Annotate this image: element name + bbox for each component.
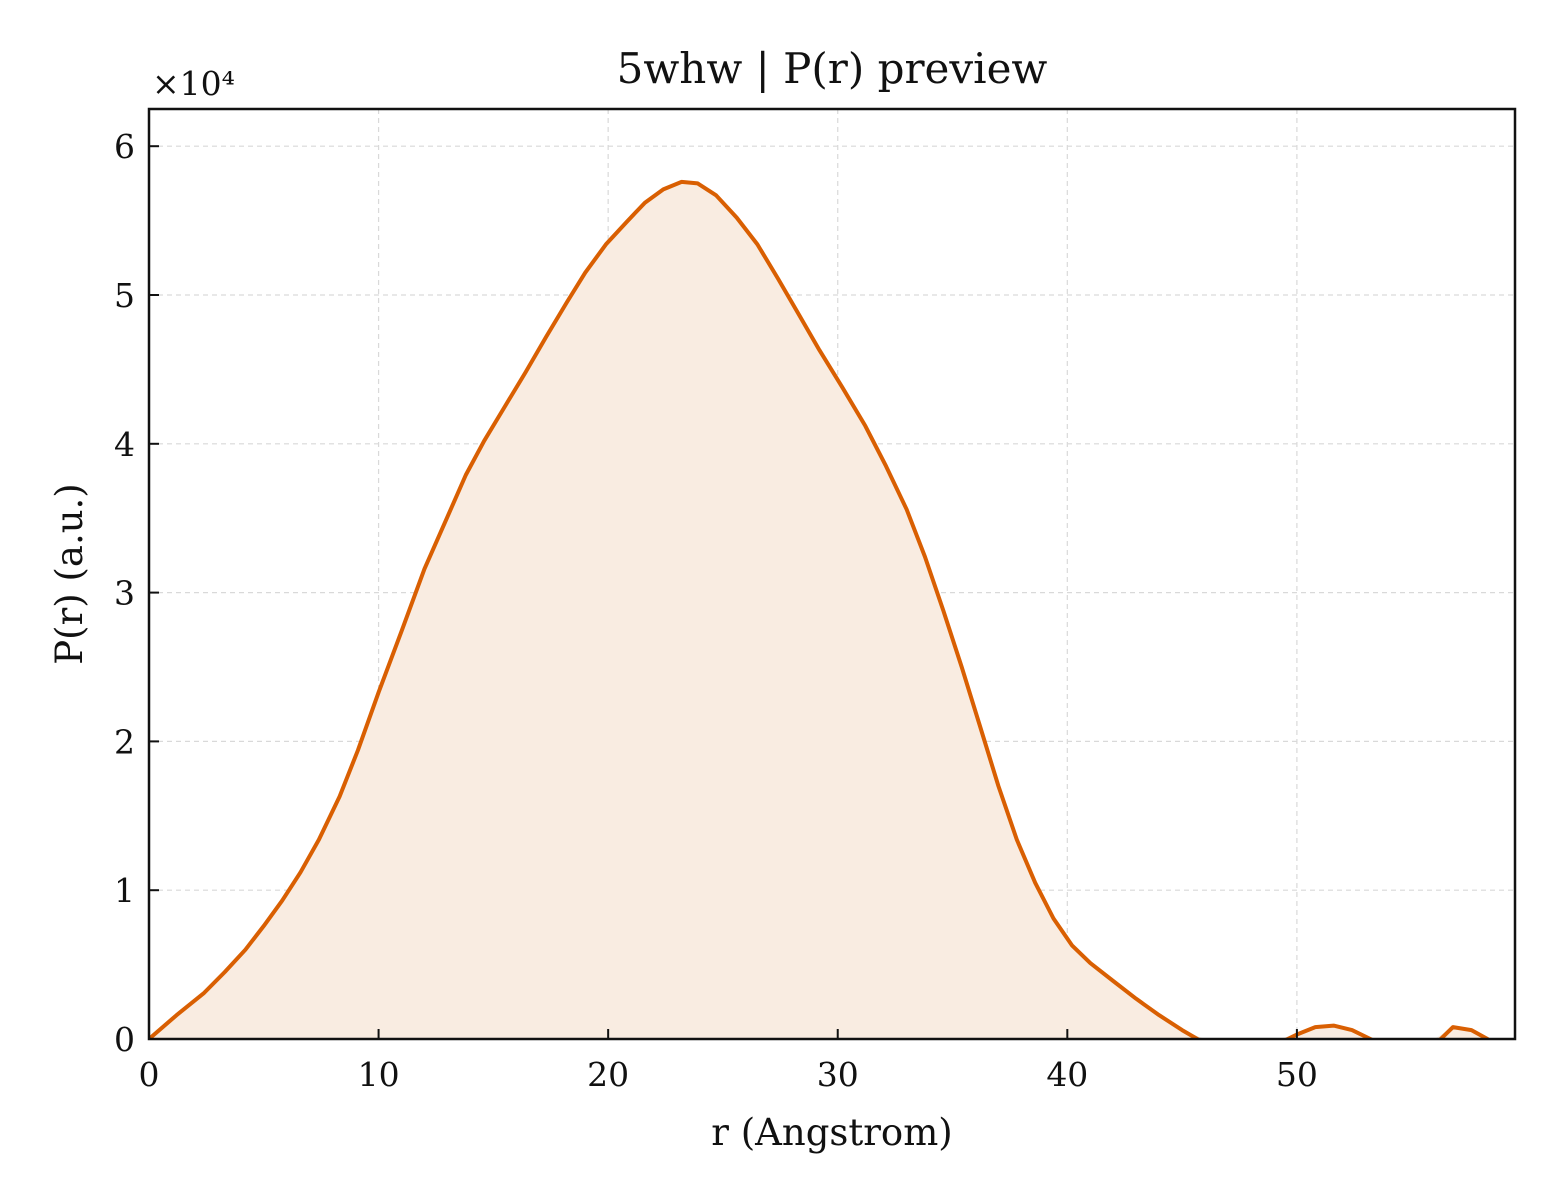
x-axis-label: r (Angstrom) <box>711 1111 952 1154</box>
pr-area-fill <box>149 181 1488 1039</box>
x-tick-label: 10 <box>358 1055 400 1094</box>
y-axis-label: P(r) (a.u.) <box>48 483 91 665</box>
x-tick-label: 0 <box>139 1055 160 1094</box>
y-tick-label: 3 <box>114 574 135 613</box>
x-tick-label: 30 <box>817 1055 859 1094</box>
axis-ticks <box>148 145 1298 1040</box>
x-tick-label: 20 <box>587 1055 629 1094</box>
x-tick-label: 40 <box>1046 1055 1088 1094</box>
chart-title: 5whw | P(r) preview <box>617 44 1048 93</box>
y-multiplier-label: ×10⁴ <box>152 64 235 103</box>
y-tick-label: 1 <box>114 871 135 910</box>
pr-series-line <box>149 179 1490 1039</box>
plot-frame <box>147 107 1517 1041</box>
y-tick-label: 2 <box>114 722 135 761</box>
axis-tick-labels: 0 10 20 30 40 50 0 1 2 3 4 5 6 <box>114 127 1318 1094</box>
y-tick-label: 4 <box>114 425 135 464</box>
x-tick-label: 50 <box>1276 1055 1318 1094</box>
y-tick-label: 5 <box>114 276 135 315</box>
y-tick-label: 0 <box>114 1020 135 1059</box>
y-tick-label: 6 <box>114 127 135 166</box>
